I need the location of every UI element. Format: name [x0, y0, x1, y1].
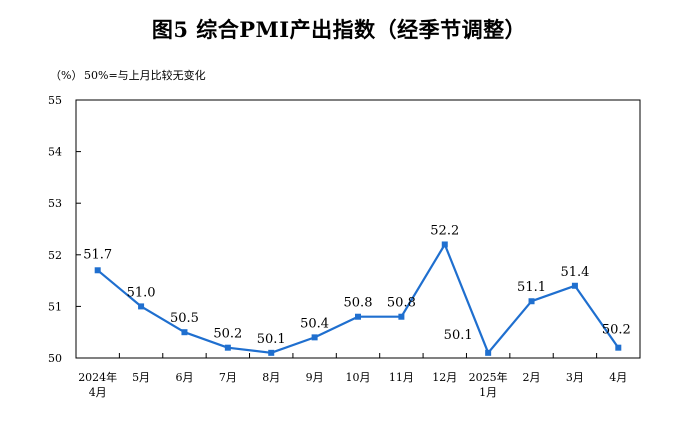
x-tick-label: 9月: [306, 371, 324, 384]
plot-frame: [75, 99, 641, 359]
data-point: [181, 329, 188, 336]
data-point: [528, 298, 535, 305]
data-label: 51.4: [560, 265, 589, 280]
x-tick-label: 7月: [219, 371, 237, 384]
x-tick-label: 1月: [479, 386, 497, 399]
data-label: 50.2: [602, 323, 631, 338]
data-label: 51.0: [127, 285, 156, 300]
chart-title: 图5 综合PMI产出指数（经季节调整）: [151, 17, 527, 42]
data-label: 50.8: [344, 296, 373, 311]
x-axis: 2024年 4月 5月 6月 7月 8月 9月 10月 11月 12月 2025年 1月 2月 3月 4月: [75, 353, 641, 399]
data-label-group: 51.7 51.0 50.5 50.2 50.1 50.4 50.8 50.8 52.2 50.1…: [83, 223, 631, 346]
data-label: 50.5: [170, 311, 199, 326]
data-label: 50.1: [444, 328, 473, 343]
data-point: [571, 282, 578, 289]
data-label: 51.1: [517, 280, 546, 295]
y-tick-label: 55: [48, 94, 62, 107]
data-point: [311, 334, 318, 341]
data-label: 52.2: [430, 223, 459, 238]
x-tick-label: 2025年: [469, 370, 508, 384]
x-tick-label: 6月: [175, 371, 193, 384]
data-point: [441, 241, 448, 248]
y-tick-label: 50: [48, 352, 62, 365]
x-tick-label: 2月: [523, 371, 541, 384]
y-tick-label: 53: [48, 197, 62, 210]
data-point: [615, 344, 622, 351]
data-point: [398, 313, 405, 320]
x-tick-label: 3月: [566, 371, 584, 384]
data-point: [224, 344, 231, 351]
data-point: [355, 313, 361, 320]
y-axis: 50 51 52 53 54 55: [48, 94, 81, 365]
x-tick-label: 11月: [389, 371, 414, 384]
data-point: [138, 303, 145, 310]
x-tick-label: 4月: [89, 386, 107, 399]
x-tick-label: 5月: [132, 371, 150, 384]
data-label: 51.7: [83, 247, 112, 262]
data-point: [485, 349, 492, 356]
data-label: 50.2: [213, 327, 242, 342]
y-unit-label: （%）: [50, 69, 82, 82]
x-tick-label: 10月: [346, 371, 371, 384]
data-label: 50.4: [300, 316, 329, 331]
y-tick-label: 51: [48, 300, 62, 313]
x-tick-label: 8月: [262, 371, 280, 384]
data-label: 50.1: [257, 332, 286, 347]
data-point: [268, 349, 275, 356]
x-tick-label: 12月: [432, 371, 457, 384]
x-tick-label: 4月: [609, 371, 627, 384]
baseline-note: 50%=与上月比较无变化: [84, 68, 206, 82]
series-line-group: [94, 241, 622, 356]
x-tick-label: 2024年: [78, 370, 117, 384]
y-tick-label: 52: [48, 249, 62, 262]
y-tick-label: 54: [48, 146, 62, 159]
data-label: 50.8: [387, 296, 416, 311]
data-point: [94, 267, 101, 274]
